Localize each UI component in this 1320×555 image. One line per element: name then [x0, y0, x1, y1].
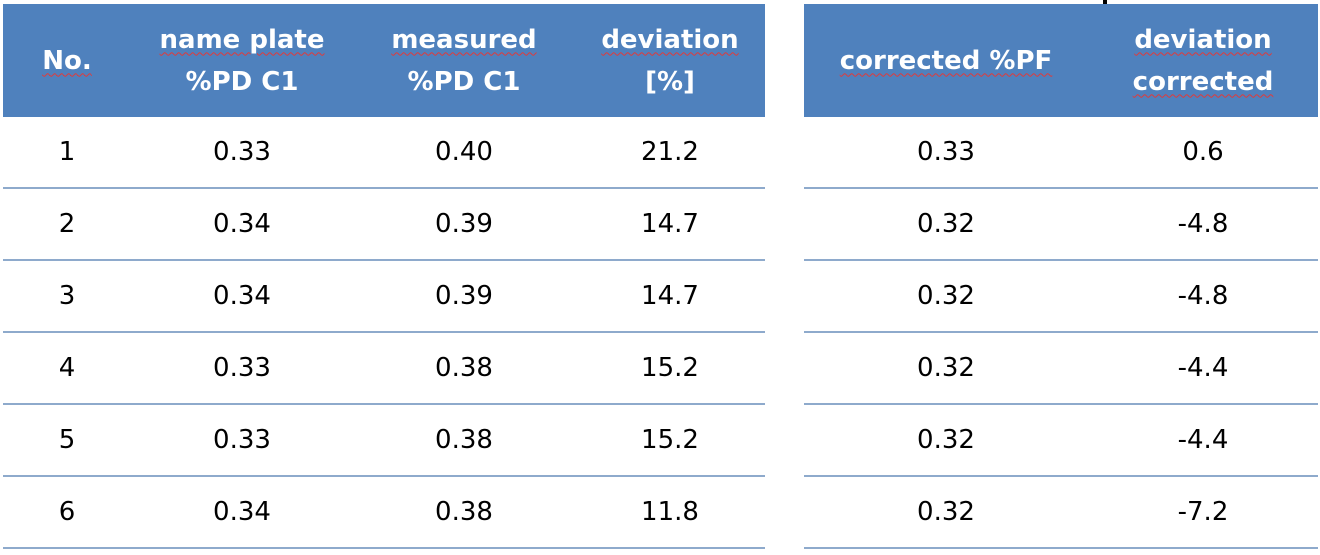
table-row: 0.32 -4.8 — [804, 188, 1318, 261]
cell-measured: 0.38 — [353, 332, 575, 405]
header-no: No. — [3, 4, 131, 117]
cell-measured: 0.38 — [353, 476, 575, 549]
cell-deviation-corrected: -4.8 — [1088, 188, 1318, 261]
right-table: corrected %PF deviation corrected 0.33 0… — [804, 4, 1318, 549]
cell-deviation-corrected: -4.4 — [1088, 332, 1318, 405]
table-row: 2 0.34 0.39 14.7 — [3, 188, 765, 261]
cell-deviation: 21.2 — [575, 117, 765, 189]
header-line: corrected %PF — [839, 45, 1053, 76]
cell-deviation: 15.2 — [575, 332, 765, 405]
table-header-row: No. name plate %PD C1 measured %PD C1 de… — [3, 4, 765, 117]
cell-corrected-pf: 0.33 — [804, 117, 1088, 189]
cell-name-plate: 0.33 — [131, 117, 353, 189]
cell-name-plate: 0.33 — [131, 404, 353, 477]
table-row: 3 0.34 0.39 14.7 — [3, 260, 765, 333]
cell-no: 6 — [3, 476, 131, 549]
header-line: measured — [391, 24, 537, 55]
cell-corrected-pf: 0.32 — [804, 260, 1088, 333]
cell-no: 1 — [3, 117, 131, 189]
table-row: 0.32 -7.2 — [804, 476, 1318, 549]
header-deviation: deviation [%] — [575, 4, 765, 117]
cell-name-plate: 0.34 — [131, 260, 353, 333]
table-row: 4 0.33 0.38 15.2 — [3, 332, 765, 405]
header-line: %PD C1 — [407, 66, 521, 97]
table-row: 0.32 -4.4 — [804, 332, 1318, 405]
cell-deviation-corrected: 0.6 — [1088, 117, 1318, 189]
header-line: [%] — [645, 66, 695, 97]
header-line: No. — [42, 45, 92, 76]
cell-deviation-corrected: -4.4 — [1088, 404, 1318, 477]
left-table: No. name plate %PD C1 measured %PD C1 de… — [3, 4, 765, 549]
header-line: %PD C1 — [185, 66, 299, 97]
cell-corrected-pf: 0.32 — [804, 404, 1088, 477]
cell-deviation: 11.8 — [575, 476, 765, 549]
cell-measured: 0.39 — [353, 188, 575, 261]
table-row: 0.32 -4.8 — [804, 260, 1318, 333]
table-row: 0.32 -4.4 — [804, 404, 1318, 477]
header-corrected-pf: corrected %PF — [804, 4, 1088, 117]
cell-deviation: 14.7 — [575, 260, 765, 333]
cell-corrected-pf: 0.32 — [804, 476, 1088, 549]
cell-no: 4 — [3, 332, 131, 405]
cell-name-plate: 0.34 — [131, 476, 353, 549]
table-row: 0.33 0.6 — [804, 117, 1318, 189]
header-deviation-corrected: deviation corrected — [1088, 4, 1318, 117]
cell-name-plate: 0.34 — [131, 188, 353, 261]
cell-name-plate: 0.33 — [131, 332, 353, 405]
cell-deviation-corrected: -7.2 — [1088, 476, 1318, 549]
table-row: 6 0.34 0.38 11.8 — [3, 476, 765, 549]
cell-corrected-pf: 0.32 — [804, 332, 1088, 405]
cell-no: 2 — [3, 188, 131, 261]
cursor-mark — [1103, 0, 1107, 4]
header-line: corrected — [1132, 66, 1274, 97]
cell-measured: 0.38 — [353, 404, 575, 477]
header-line: name plate — [159, 24, 325, 55]
header-measured-pd: measured %PD C1 — [353, 4, 575, 117]
cell-deviation: 14.7 — [575, 188, 765, 261]
table-row: 1 0.33 0.40 21.2 — [3, 117, 765, 189]
cell-measured: 0.40 — [353, 117, 575, 189]
cell-deviation: 15.2 — [575, 404, 765, 477]
cell-no: 5 — [3, 404, 131, 477]
table-row: 5 0.33 0.38 15.2 — [3, 404, 765, 477]
header-line: deviation — [1134, 24, 1272, 55]
cell-corrected-pf: 0.32 — [804, 188, 1088, 261]
table-header-row: corrected %PF deviation corrected — [804, 4, 1318, 117]
header-line: deviation — [601, 24, 739, 55]
cell-deviation-corrected: -4.8 — [1088, 260, 1318, 333]
header-name-plate-pd: name plate %PD C1 — [131, 4, 353, 117]
cell-measured: 0.39 — [353, 260, 575, 333]
cell-no: 3 — [3, 260, 131, 333]
